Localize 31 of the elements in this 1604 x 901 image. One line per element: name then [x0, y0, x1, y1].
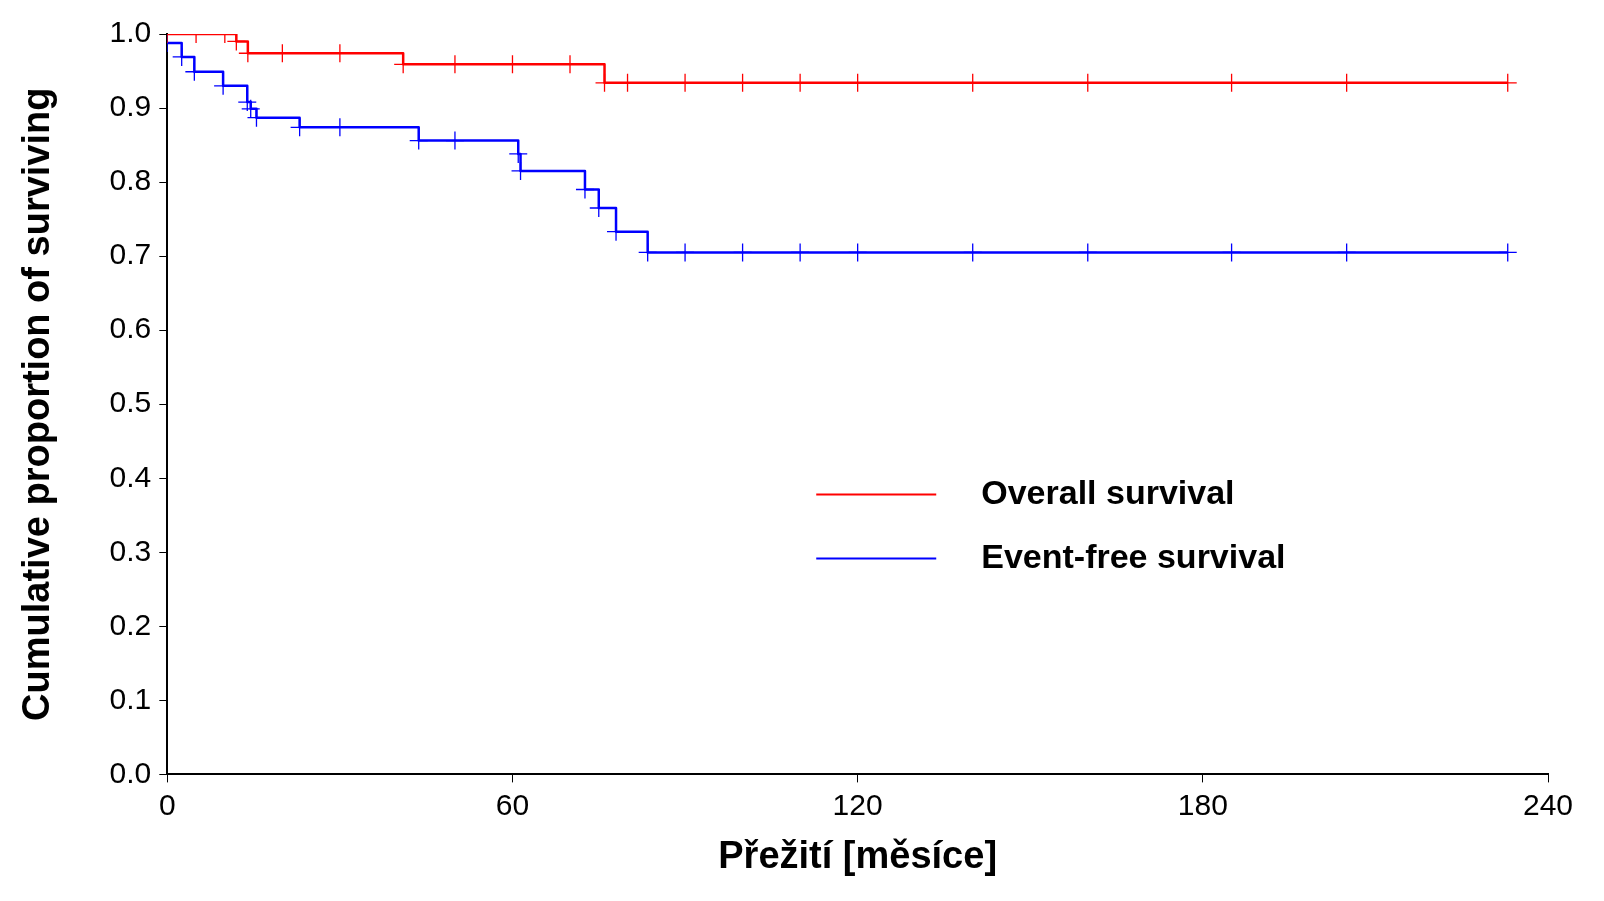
point [1498, 242, 1518, 263]
point [675, 242, 695, 263]
legend-label: Overall survival [981, 472, 1235, 511]
x-tick-label: 180 [1177, 787, 1228, 821]
x-axis-title: Přežití [měsíce] [718, 833, 998, 876]
legend-label: Event-free survival [981, 536, 1286, 575]
y-tick-label: 0.7 [109, 237, 152, 271]
y-tick-label: 0.1 [109, 681, 152, 715]
point [1078, 242, 1098, 263]
point [445, 130, 465, 151]
y-axis-title: Cumulative proportion of surviving [15, 87, 58, 721]
y-tick-label: 0.6 [109, 311, 152, 345]
point [963, 242, 983, 263]
point [638, 242, 658, 263]
point [1337, 242, 1357, 263]
y-tick-label: 0.3 [109, 533, 152, 567]
point [848, 242, 868, 263]
y-tick-label: 0.8 [109, 163, 152, 197]
y-tick-label: 1.0 [109, 15, 152, 49]
point [1221, 242, 1242, 263]
y-tick-label: 0.2 [109, 607, 152, 641]
x-tick-label: 120 [832, 787, 883, 821]
x-tick-label: 60 [495, 787, 530, 821]
y-tick-label: 0.0 [109, 755, 152, 789]
x-tick-label: 240 [1522, 787, 1574, 821]
y-tick-label: 0.9 [109, 89, 152, 123]
x-tick-label: 0 [158, 787, 176, 821]
y-tick-label: 0.4 [109, 459, 152, 493]
y-tick-label: 0.5 [109, 385, 152, 419]
point [790, 242, 810, 263]
point [732, 242, 753, 263]
